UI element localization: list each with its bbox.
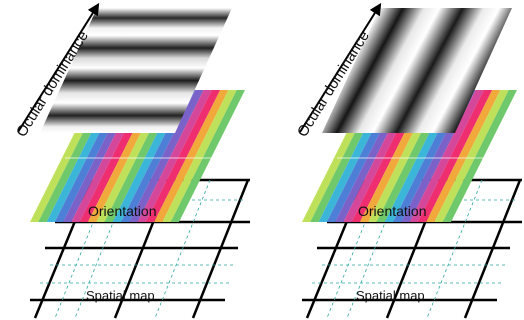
ocular-dominance-layer [40,8,232,133]
grid-line-dashed [154,179,211,319]
orientation-stripe [154,90,229,222]
ocular-dominance-layer [322,8,512,133]
right-panel: Ocular dominance Orientation Spatial map [294,2,522,319]
spatial-map-label: Spatial map [356,288,425,303]
orientation-stripe [434,90,509,222]
orientation-stripe [129,90,204,222]
orientation-stripe [417,90,493,222]
orientation-stripe [137,90,212,222]
ocular-dominance-axis-arrow [299,2,382,133]
grid-line-bold [463,179,522,319]
orientation-stripe [442,90,517,222]
orientation-stripe [409,90,484,222]
orientation-stripe [145,90,221,222]
orientation-label: Orientation [358,203,426,219]
spatial-map-label: Spatial map [86,288,155,303]
orientation-stripe [162,90,237,222]
left-panel: Ocular dominance Orientation Spatial map [13,2,250,319]
orientation-stripe [170,90,245,222]
grid-line-bold [191,179,250,319]
orientation-label: Orientation [88,203,156,219]
ocular-dominance-axis-arrow [17,2,100,133]
orientation-stripe [426,90,501,222]
grid-line-dashed [426,179,483,319]
